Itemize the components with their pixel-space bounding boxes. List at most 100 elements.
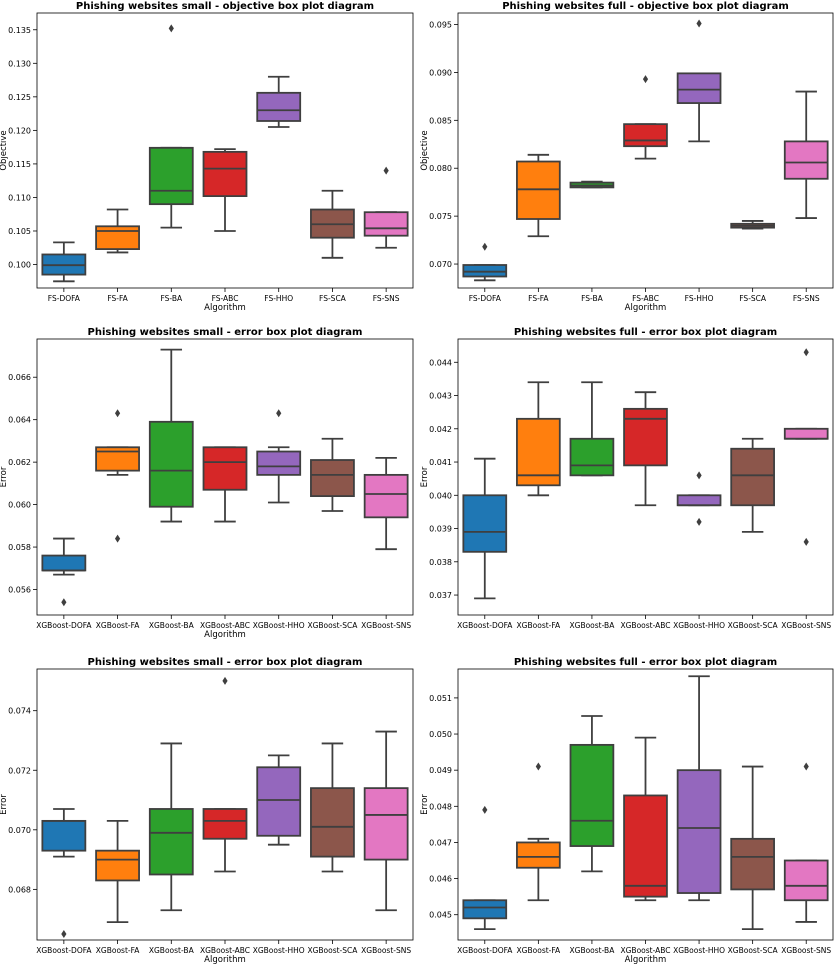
box-iqr [95,225,140,250]
y-axis-label: Error [420,794,430,815]
y-axis-label: Error [0,794,9,815]
x-tick-label: XGBoost-SCA [307,621,358,630]
box-iqr [516,841,561,869]
box-FS-BA [569,180,615,189]
y-tick-label: 0.047 [429,838,452,847]
y-tick-label: 0.074 [8,707,31,716]
plot-frame [457,668,834,941]
outlier-point [642,75,649,84]
box-XGBoost-SCA [310,742,355,873]
box-iqr [623,123,668,148]
box-iqr [363,787,409,861]
outlier-point [482,805,488,814]
y-tick-label: 0.037 [429,591,452,600]
box-iqr [95,446,140,472]
x-tick-label: XGBoost-HHO [253,946,305,955]
y-axis-label: Objective [0,130,9,170]
x-tick-label: XGBoost-DOFA [36,946,92,955]
y-tick-label: 0.048 [429,802,452,811]
box-XGBoost-BA [569,381,615,477]
x-tick-label: XGBoost-BA [570,946,616,955]
chart-title: Phishing websites small - error box plot… [88,327,363,338]
box-iqr [202,808,248,840]
x-tick-label: XGBoost-BA [149,621,195,630]
outlier-point [803,762,809,771]
y-tick-label: 0.046 [429,875,452,884]
box-XGBoost-SNS [363,730,409,912]
y-tick-label: 0.062 [8,458,31,467]
box-iqr [462,899,508,920]
outlier-point [222,676,228,685]
outlier-point [803,348,809,357]
box-iqr [676,769,722,894]
chart-title: Phishing websites full - objective box p… [502,1,789,12]
y-axis-label: Objective [420,130,430,170]
box-iqr [676,494,722,507]
y-tick-label: 0.058 [8,543,31,552]
plot-frame [36,338,414,616]
box-iqr [148,808,194,876]
y-tick-label: 0.064 [8,416,31,425]
box-iqr [202,446,248,491]
outlier-point [383,166,389,175]
box-iqr [783,140,829,180]
box-iqr [202,150,248,198]
outlier-point [696,19,702,28]
x-tick-label: XGBoost-SCA [728,621,779,630]
outlier-point [276,409,282,418]
y-tick-label: 0.105 [8,227,31,236]
box-XGBoost-FA [516,381,561,497]
x-tick-label: XGBoost-SCA [728,946,779,955]
box-iqr [516,160,561,220]
box-FS-FA [516,153,561,238]
x-tick-label: XGBoost-ABC [200,621,250,630]
box-XGBoost-SNS [783,348,829,546]
box-iqr [363,211,409,237]
y-tick-label: 0.049 [429,766,452,775]
outlier-point [61,930,67,939]
box-XGBoost-HHO [676,471,722,526]
box-XGBoost-SCA [730,437,775,533]
box-iqr [310,787,355,858]
box-plot-panel-5: Phishing websites small - error box plot… [0,657,414,965]
box-XGBoost-DOFA [41,808,87,939]
chart-title: Phishing websites full - error box plot … [514,327,777,338]
box-XGBoost-BA [569,715,615,873]
box-plot-panel-1: Phishing websites small - objective box … [0,1,414,313]
box-iqr [462,494,508,553]
box-FS-SCA [730,220,775,230]
box-plot-panel-4: Phishing websites full - error box plot … [420,327,834,630]
box-XGBoost-SNS [783,762,829,923]
x-tick-label: XGBoost-ABC [620,946,670,955]
x-tick-label: XGBoost-ABC [620,621,670,630]
y-tick-label: 0.044 [429,358,452,367]
box-iqr [623,407,668,467]
box-XGBoost-FA [95,409,140,543]
y-tick-label: 0.056 [8,586,31,595]
x-axis-label: Algorithm [204,630,246,640]
box-XGBoost-DOFA [462,805,508,931]
y-tick-label: 0.070 [429,260,452,269]
box-XGBoost-ABC [623,391,668,507]
outlier-point [696,471,702,480]
box-iqr [41,819,87,852]
box-iqr [41,554,87,572]
x-tick-label: FS-ABC [632,294,659,303]
y-tick-label: 0.060 [8,501,31,510]
box-XGBoost-DOFA [462,457,508,600]
x-tick-label: XGBoost-SCA [307,946,358,955]
box-FS-ABC [202,148,248,232]
x-tick-label: XGBoost-FA [517,946,561,955]
box-XGBoost-SCA [730,765,775,931]
outlier-point [696,517,702,526]
y-tick-label: 0.115 [8,160,31,169]
outlier-point [168,24,174,33]
x-tick-label: FS-HHO [264,294,293,303]
x-tick-label: FS-SNS [793,294,820,303]
y-tick-label: 0.040 [429,491,452,500]
outlier-point [61,598,67,607]
y-tick-label: 0.066 [8,373,31,382]
chart-title: Phishing websites small - objective box … [76,1,374,12]
box-XGBoost-FA [516,762,561,902]
